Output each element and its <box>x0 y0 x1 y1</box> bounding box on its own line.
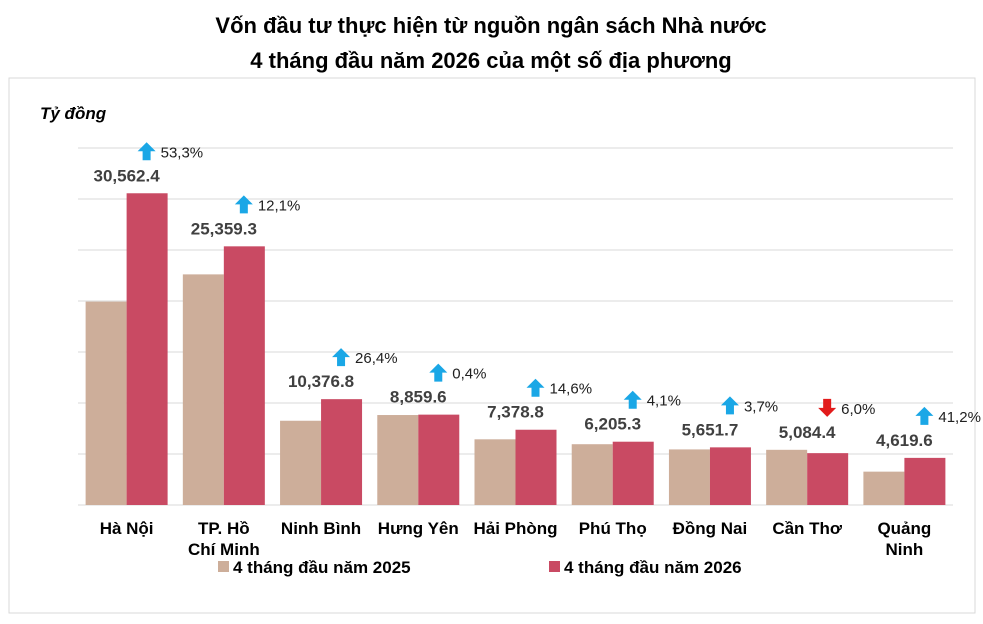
change-label: 3,7% <box>744 398 778 415</box>
value-label: 25,359.3 <box>191 219 257 238</box>
value-labels: 30,562.4 25,359.3 10,376.8 8,859.6 7,378.8 6,… <box>94 166 933 450</box>
bar-2025 <box>863 471 905 505</box>
legend-label: 4 tháng đầu năm 2025 <box>233 558 411 577</box>
change-label: 0,4% <box>452 366 486 383</box>
x-tick-label: Ninh Bình <box>281 519 361 538</box>
arrow-up-icon <box>332 348 351 367</box>
bar-2026 <box>612 441 654 505</box>
x-tick-label: Cần Thơ <box>772 519 843 538</box>
bar-2026 <box>126 193 168 505</box>
x-tick-label: Hải Phòng <box>473 519 557 538</box>
value-label: 5,084.4 <box>779 423 836 442</box>
x-tick-label: Chí Minh <box>188 540 260 559</box>
bar-2025 <box>766 449 808 505</box>
bar-2025 <box>377 415 419 505</box>
x-axis-ticks: Hà Nội TP. Hồ Chí Minh Ninh Bình Hưng Yên Hải… <box>100 519 932 559</box>
chart-title-line1: Vốn đầu tư thực hiện từ nguồn ngân sách … <box>215 13 766 38</box>
value-label: 7,378.8 <box>487 403 544 422</box>
bar-2026 <box>904 457 946 505</box>
value-label: 30,562.4 <box>94 166 161 185</box>
bar-2025 <box>668 449 710 505</box>
change-label: 4,1% <box>647 393 681 410</box>
arrow-up-icon <box>915 406 934 425</box>
change-label: 6,0% <box>841 401 875 418</box>
legend-label: 4 tháng đầu năm 2026 <box>564 558 742 577</box>
bars <box>85 193 946 505</box>
chart-title-line2: 4 tháng đầu năm 2026 của một số địa phươ… <box>250 48 731 73</box>
arrow-up-icon <box>137 142 156 161</box>
value-label: 10,376.8 <box>288 372 354 391</box>
x-tick-label: Đồng Nai <box>673 519 748 538</box>
bar-2026 <box>321 399 363 505</box>
bar-2026 <box>223 246 265 505</box>
arrow-up-icon <box>526 378 545 397</box>
arrow-up-icon <box>234 195 253 214</box>
value-label: 8,859.6 <box>390 388 447 407</box>
value-label: 6,205.3 <box>584 415 641 434</box>
legend-swatch <box>549 561 560 572</box>
bar-2025 <box>474 439 516 505</box>
legend: 4 tháng đầu năm 2025 4 tháng đầu năm 2026 <box>218 558 742 577</box>
arrow-up-icon <box>720 396 739 415</box>
change-indicators: 53,3% 12,1% 26,4% 0,4% 14,6% 4,1% 3,7% 6,0% 41,2… <box>137 142 981 426</box>
change-label: 26,4% <box>355 350 398 367</box>
bar-2026 <box>515 429 557 505</box>
x-tick-label: Hà Nội <box>100 519 154 538</box>
arrow-up-icon <box>623 390 642 409</box>
bar-2026 <box>807 453 849 505</box>
change-label: 41,2% <box>938 409 981 426</box>
bar-2025 <box>280 420 322 505</box>
x-tick-label: Hưng Yên <box>378 519 459 538</box>
x-tick-label: Ninh <box>885 540 923 559</box>
x-tick-label: TP. Hồ <box>198 519 250 538</box>
bar-2025 <box>85 301 127 505</box>
plot-frame <box>8 77 976 614</box>
x-tick-label: Quảng <box>877 519 931 538</box>
bar-2026 <box>709 447 751 505</box>
bar-2025 <box>571 444 613 505</box>
y-axis-label: Tỷ đồng <box>40 104 107 123</box>
bar-2026 <box>418 414 460 505</box>
bar-2025 <box>182 274 224 505</box>
value-label: 5,651.7 <box>682 420 739 439</box>
change-label: 14,6% <box>550 381 593 398</box>
change-label: 12,1% <box>258 197 301 214</box>
legend-swatch <box>218 561 229 572</box>
x-tick-label: Phú Thọ <box>579 519 647 538</box>
arrow-down-icon <box>818 398 837 417</box>
change-label: 53,3% <box>161 144 204 161</box>
value-label: 4,619.6 <box>876 431 933 450</box>
arrow-up-icon <box>429 363 448 382</box>
